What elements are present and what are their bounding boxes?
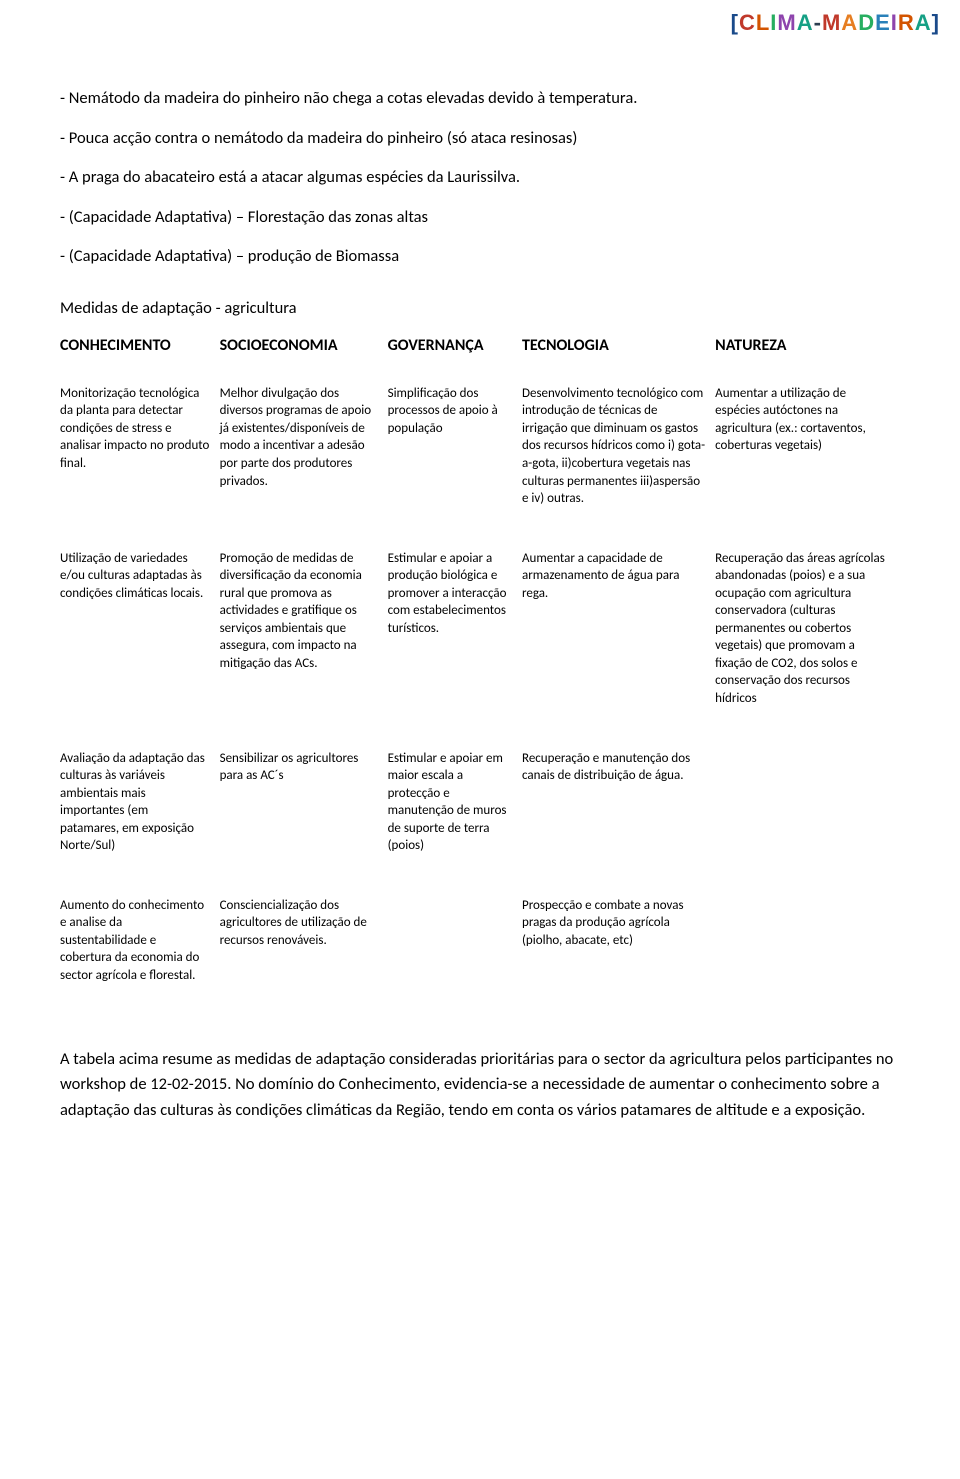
intro-bullet: - Nemátodo da madeira do pinheiro não ch… — [60, 86, 900, 112]
table-cell: Prospecção e combate a novas pragas da p… — [522, 887, 715, 1017]
table-header-row: CONHECIMENTO SOCIOECONOMIA GOVERNANÇA TE… — [60, 332, 900, 375]
table-cell: Estimular e apoiar em maior escala a pro… — [388, 740, 522, 887]
table-header: SOCIOECONOMIA — [220, 332, 388, 375]
intro-bullet: - (Capacidade Adaptativa) – Florestação … — [60, 205, 900, 231]
table-cell: Melhor divulgação dos diversos programas… — [220, 375, 388, 540]
table-cell: Aumentar a capacidade de armazenamento d… — [522, 540, 715, 740]
table-header: TECNOLOGIA — [522, 332, 715, 375]
table-row: Monitorização tecnológica da planta para… — [60, 375, 900, 540]
header-logo: [CLIMA-MADEIRA] — [0, 0, 960, 36]
table-cell: Utilização de variedades e/ou culturas a… — [60, 540, 220, 740]
table-cell: Aumento do conhecimento e analise da sus… — [60, 887, 220, 1017]
intro-bullet: - (Capacidade Adaptativa) – produção de … — [60, 244, 900, 270]
table-cell: Avaliação da adaptação das culturas às v… — [60, 740, 220, 887]
table-cell: Recuperação das áreas agrícolas abandona… — [715, 540, 900, 740]
page-body: - Nemátodo da madeira do pinheiro não ch… — [0, 36, 960, 1180]
section-title: Medidas de adaptação - agricultura — [60, 298, 900, 318]
intro-bullets: - Nemátodo da madeira do pinheiro não ch… — [60, 86, 900, 270]
table-cell — [388, 887, 522, 1017]
table-cell: Monitorização tecnológica da planta para… — [60, 375, 220, 540]
table-cell: Desenvolvimento tecnológico com introduç… — [522, 375, 715, 540]
table-cell: Estimular e apoiar a produção biológica … — [388, 540, 522, 740]
table-body: Monitorização tecnológica da planta para… — [60, 375, 900, 1017]
table-cell: Promoção de medidas de diversificação da… — [220, 540, 388, 740]
table-header: NATUREZA — [715, 332, 900, 375]
table-cell: Recuperação e manutenção dos canais de d… — [522, 740, 715, 887]
outro-paragraph: A tabela acima resume as medidas de adap… — [60, 1047, 900, 1124]
table-cell: Sensibilizar os agricultores para as AC´… — [220, 740, 388, 887]
table-header: CONHECIMENTO — [60, 332, 220, 375]
table-row: Aumento do conhecimento e analise da sus… — [60, 887, 900, 1017]
intro-bullet: - A praga do abacateiro está a atacar al… — [60, 165, 900, 191]
table-row: Utilização de variedades e/ou culturas a… — [60, 540, 900, 740]
table-cell: Simplificação dos processos de apoio à p… — [388, 375, 522, 540]
table-cell: Aumentar a utilização de espécies autóct… — [715, 375, 900, 540]
table-row: Avaliação da adaptação das culturas às v… — [60, 740, 900, 887]
table-header: GOVERNANÇA — [388, 332, 522, 375]
table-cell: Consciencialização dos agricultores de u… — [220, 887, 388, 1017]
measures-table: CONHECIMENTO SOCIOECONOMIA GOVERNANÇA TE… — [60, 332, 900, 1017]
intro-bullet: - Pouca acção contra o nemátodo da madei… — [60, 126, 900, 152]
table-cell — [715, 740, 900, 887]
table-cell — [715, 887, 900, 1017]
